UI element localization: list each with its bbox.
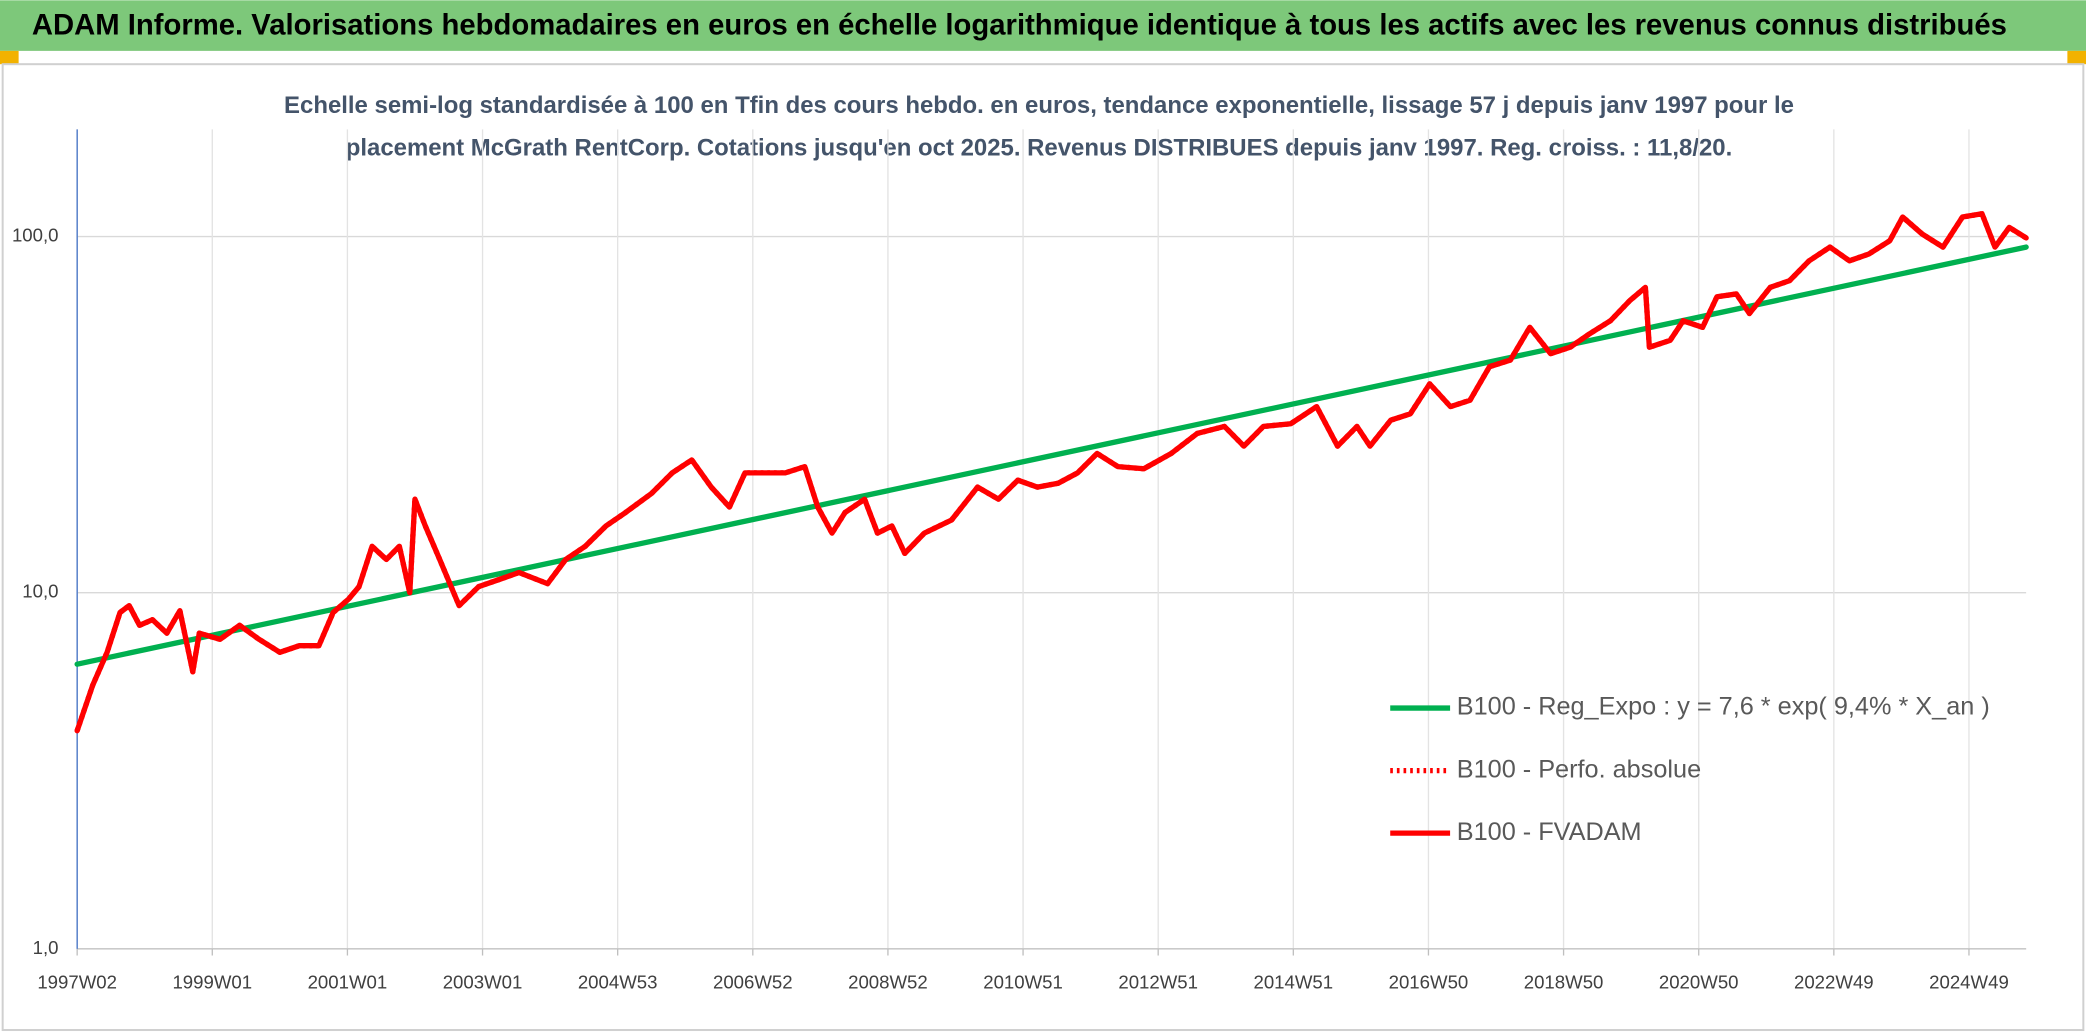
x-tick-label: 1997W02 [37, 971, 117, 992]
y-tick-label: 100,0 [12, 224, 59, 245]
y-tick-label: 10,0 [22, 581, 58, 602]
header-bar [0, 0, 2086, 51]
chart-subtitle: placement McGrath RentCorp. Cotations ju… [346, 135, 1733, 162]
y-tick-label: 1,0 [33, 937, 59, 958]
x-tick-label: 2014W51 [1253, 971, 1333, 992]
legend-label: B100 - Reg_Expo : y = 7,6 * exp( 9,4% * … [1457, 693, 1990, 721]
header-title: ADAM Informe. Valorisations hebdomadaire… [32, 10, 2007, 42]
corner-mark [2067, 50, 2086, 65]
x-tick-label: 2004W53 [578, 971, 658, 992]
series-line [74, 244, 2029, 667]
x-tick-label: 2016W50 [1389, 971, 1469, 992]
chart-subtitle: Echelle semi-log standardisée à 100 en T… [284, 92, 1794, 119]
chart-frame [1, 63, 2085, 1032]
x-tick-label: 2022W49 [1794, 971, 1874, 992]
x-tick-label: 2012W51 [1118, 971, 1198, 992]
x-tick-label: 2006W52 [713, 971, 793, 992]
x-tick-label: 2001W01 [308, 971, 388, 992]
x-tick-label: 2010W51 [983, 971, 1063, 992]
x-tick-label: 1999W01 [172, 971, 252, 992]
x-tick-label: 2008W52 [848, 971, 928, 992]
x-tick-label: 2024W49 [1929, 971, 2009, 992]
corner-mark [0, 50, 19, 65]
legend-label: B100 - Perfo. absolue [1457, 755, 1701, 783]
legend-label: B100 - FVADAM [1457, 818, 1642, 846]
series-line [74, 211, 2029, 734]
x-tick-label: 2003W01 [443, 971, 523, 992]
x-tick-label: 2018W50 [1524, 971, 1604, 992]
x-tick-label: 2020W50 [1659, 971, 1739, 992]
